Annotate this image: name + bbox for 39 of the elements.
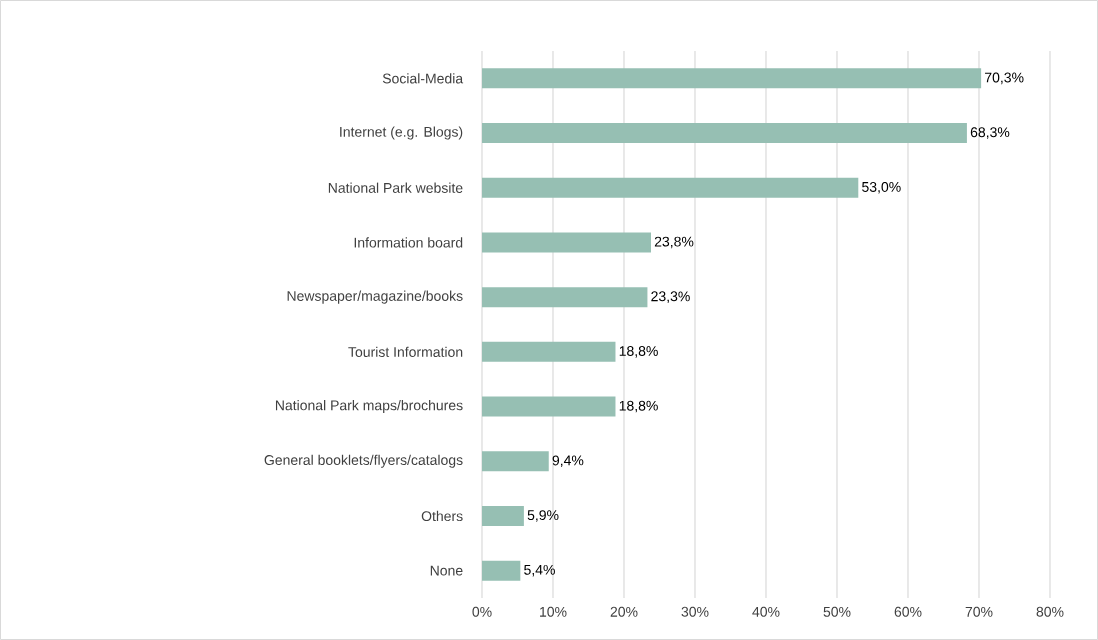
- y-tick-label: National Park website: [328, 182, 463, 193]
- bar: [482, 505, 524, 526]
- bar: [482, 287, 648, 308]
- y-tick-label: Others: [421, 510, 463, 522]
- bar: [482, 232, 651, 253]
- bar: [482, 341, 616, 362]
- bar: [482, 451, 549, 472]
- x-tick-label: 30%: [681, 606, 709, 617]
- x-tick-label: 20%: [610, 606, 638, 617]
- y-tick-label: Internet (e.g. Blogs): [340, 126, 463, 140]
- y-tick-label: Tourist Information: [348, 346, 463, 357]
- y-tick-label: Newspaper/magazine/books: [287, 290, 463, 304]
- x-tick-label: 70%: [965, 606, 993, 617]
- data-label: 9,4%: [552, 455, 584, 468]
- data-label: 70,3%: [985, 72, 1024, 85]
- bar: [482, 560, 521, 581]
- data-label: 53,0%: [862, 181, 901, 194]
- x-tick-label: 60%: [894, 606, 922, 617]
- x-tick-label: 80%: [1036, 606, 1064, 617]
- data-label: 23,8%: [654, 236, 694, 249]
- data-label: 5,9%: [527, 510, 559, 522]
- data-label: 18,8%: [619, 400, 658, 413]
- bar: [482, 396, 616, 417]
- bar: [482, 177, 859, 198]
- bar: [482, 68, 982, 89]
- y-tick-label: None: [430, 565, 463, 576]
- data-label: 23,3%: [651, 291, 690, 303]
- y-tick-label: Social-Media: [382, 73, 464, 84]
- y-tick-label: General booklets/flyers/catalogs: [264, 454, 463, 468]
- bar: [482, 123, 967, 144]
- x-tick-label: 10%: [540, 606, 567, 617]
- x-tick-label: 50%: [823, 606, 851, 617]
- x-tick-label: 40%: [752, 606, 780, 617]
- data-label: 18,8%: [619, 346, 658, 358]
- x-tick-label: 0%: [472, 606, 492, 617]
- y-tick-label: Information board: [354, 237, 463, 248]
- data-label: 5,4%: [524, 564, 555, 577]
- data-label: 68,3%: [970, 127, 1010, 139]
- y-tick-label: National Park maps/brochures: [275, 400, 463, 414]
